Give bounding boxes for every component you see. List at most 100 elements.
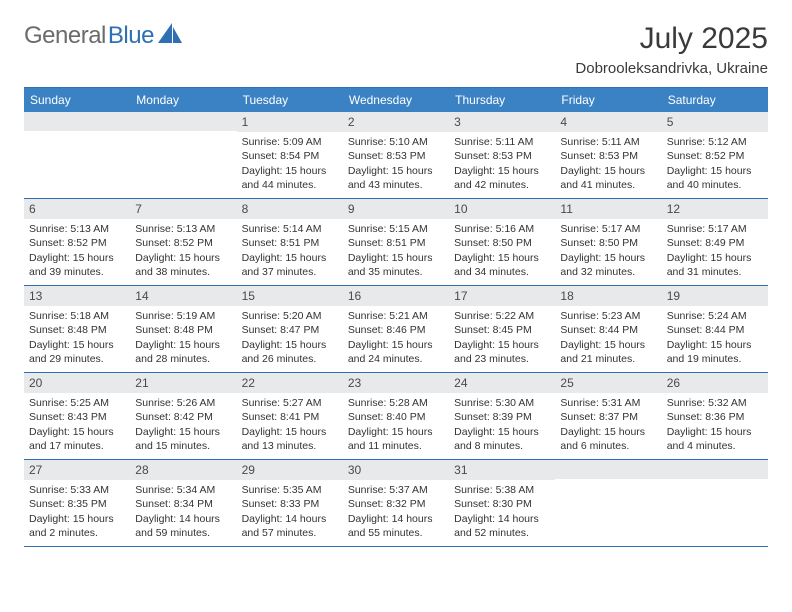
sunrise-text: Sunrise: 5:33 AM	[29, 483, 125, 497]
sunset-text: Sunset: 8:47 PM	[242, 323, 338, 337]
day-number: 12	[662, 199, 768, 219]
day-number: 27	[24, 460, 130, 480]
day-number: 6	[24, 199, 130, 219]
daylight-text: Daylight: 15 hours and 11 minutes.	[348, 425, 444, 453]
sunset-text: Sunset: 8:53 PM	[560, 149, 656, 163]
day-cell: 13Sunrise: 5:18 AMSunset: 8:48 PMDayligh…	[24, 286, 130, 372]
day-number: 30	[343, 460, 449, 480]
sunset-text: Sunset: 8:33 PM	[242, 497, 338, 511]
daylight-text: Daylight: 15 hours and 21 minutes.	[560, 338, 656, 366]
sunrise-text: Sunrise: 5:13 AM	[29, 222, 125, 236]
day-number: 15	[237, 286, 343, 306]
month-title: July 2025	[575, 22, 768, 56]
brand-text-gray: General	[24, 22, 106, 50]
day-cell: 10Sunrise: 5:16 AMSunset: 8:50 PMDayligh…	[449, 199, 555, 285]
day-cell-empty	[130, 112, 236, 198]
daylight-text: Daylight: 15 hours and 41 minutes.	[560, 164, 656, 192]
day-cell: 20Sunrise: 5:25 AMSunset: 8:43 PMDayligh…	[24, 373, 130, 459]
daylight-text: Daylight: 15 hours and 6 minutes.	[560, 425, 656, 453]
day-number: 24	[449, 373, 555, 393]
sunset-text: Sunset: 8:52 PM	[667, 149, 763, 163]
brand-text-blue: Blue	[108, 22, 154, 50]
day-number: 17	[449, 286, 555, 306]
day-cell: 6Sunrise: 5:13 AMSunset: 8:52 PMDaylight…	[24, 199, 130, 285]
day-number: 23	[343, 373, 449, 393]
sunset-text: Sunset: 8:42 PM	[135, 410, 231, 424]
sunrise-text: Sunrise: 5:14 AM	[242, 222, 338, 236]
day-cell: 1Sunrise: 5:09 AMSunset: 8:54 PMDaylight…	[237, 112, 343, 198]
sunset-text: Sunset: 8:37 PM	[560, 410, 656, 424]
sunset-text: Sunset: 8:46 PM	[348, 323, 444, 337]
day-number	[130, 112, 236, 131]
sunrise-text: Sunrise: 5:17 AM	[560, 222, 656, 236]
sunrise-text: Sunrise: 5:25 AM	[29, 396, 125, 410]
day-number: 4	[555, 112, 661, 132]
daylight-text: Daylight: 15 hours and 32 minutes.	[560, 251, 656, 279]
sunset-text: Sunset: 8:52 PM	[29, 236, 125, 250]
sunrise-text: Sunrise: 5:09 AM	[242, 135, 338, 149]
day-cell: 3Sunrise: 5:11 AMSunset: 8:53 PMDaylight…	[449, 112, 555, 198]
day-number: 29	[237, 460, 343, 480]
sunrise-text: Sunrise: 5:20 AM	[242, 309, 338, 323]
calendar-page: GeneralBlue July 2025 Dobrooleksandrivka…	[0, 0, 792, 559]
sunset-text: Sunset: 8:52 PM	[135, 236, 231, 250]
daylight-text: Daylight: 15 hours and 4 minutes.	[667, 425, 763, 453]
sunset-text: Sunset: 8:48 PM	[135, 323, 231, 337]
location-label: Dobrooleksandrivka, Ukraine	[575, 60, 768, 77]
sunrise-text: Sunrise: 5:17 AM	[667, 222, 763, 236]
day-cell: 11Sunrise: 5:17 AMSunset: 8:50 PMDayligh…	[555, 199, 661, 285]
day-cell: 29Sunrise: 5:35 AMSunset: 8:33 PMDayligh…	[237, 460, 343, 546]
day-cell: 26Sunrise: 5:32 AMSunset: 8:36 PMDayligh…	[662, 373, 768, 459]
sunrise-text: Sunrise: 5:26 AM	[135, 396, 231, 410]
day-number: 19	[662, 286, 768, 306]
day-cell: 31Sunrise: 5:38 AMSunset: 8:30 PMDayligh…	[449, 460, 555, 546]
sunset-text: Sunset: 8:44 PM	[667, 323, 763, 337]
daylight-text: Daylight: 15 hours and 24 minutes.	[348, 338, 444, 366]
day-cell: 28Sunrise: 5:34 AMSunset: 8:34 PMDayligh…	[130, 460, 236, 546]
weekday-header: Wednesday	[343, 88, 449, 112]
daylight-text: Daylight: 15 hours and 42 minutes.	[454, 164, 550, 192]
day-number: 7	[130, 199, 236, 219]
daylight-text: Daylight: 15 hours and 13 minutes.	[242, 425, 338, 453]
day-cell: 17Sunrise: 5:22 AMSunset: 8:45 PMDayligh…	[449, 286, 555, 372]
sunset-text: Sunset: 8:54 PM	[242, 149, 338, 163]
weekday-header: Thursday	[449, 88, 555, 112]
day-cell: 24Sunrise: 5:30 AMSunset: 8:39 PMDayligh…	[449, 373, 555, 459]
sunset-text: Sunset: 8:32 PM	[348, 497, 444, 511]
day-number: 8	[237, 199, 343, 219]
sunset-text: Sunset: 8:36 PM	[667, 410, 763, 424]
sunset-text: Sunset: 8:43 PM	[29, 410, 125, 424]
sunrise-text: Sunrise: 5:11 AM	[454, 135, 550, 149]
sunrise-text: Sunrise: 5:28 AM	[348, 396, 444, 410]
weekday-header: Saturday	[662, 88, 768, 112]
daylight-text: Daylight: 15 hours and 44 minutes.	[242, 164, 338, 192]
day-cell: 30 Sunrise: 5:37 AMSunset: 8:32 PMDayligh…	[343, 460, 449, 546]
sunrise-text: Sunrise: 5:22 AM	[454, 309, 550, 323]
day-cell-empty	[24, 112, 130, 198]
daylight-text: Daylight: 14 hours and 55 minutes.	[348, 512, 444, 540]
title-block: July 2025 Dobrooleksandrivka, Ukraine	[575, 22, 768, 77]
day-number: 25	[555, 373, 661, 393]
day-number: 11	[555, 199, 661, 219]
daylight-text: Daylight: 15 hours and 37 minutes.	[242, 251, 338, 279]
day-number: 22	[237, 373, 343, 393]
daylight-text: Daylight: 14 hours and 52 minutes.	[454, 512, 550, 540]
day-number: 9	[343, 199, 449, 219]
weeks-container: 1Sunrise: 5:09 AMSunset: 8:54 PMDaylight…	[24, 112, 768, 547]
day-cell: 7Sunrise: 5:13 AMSunset: 8:52 PMDaylight…	[130, 199, 236, 285]
daylight-text: Daylight: 15 hours and 35 minutes.	[348, 251, 444, 279]
sunset-text: Sunset: 8:41 PM	[242, 410, 338, 424]
daylight-text: Daylight: 15 hours and 8 minutes.	[454, 425, 550, 453]
sunset-text: Sunset: 8:45 PM	[454, 323, 550, 337]
day-number: 21	[130, 373, 236, 393]
day-number: 14	[130, 286, 236, 306]
weekday-header: Sunday	[24, 88, 130, 112]
week-row: 27Sunrise: 5:33 AMSunset: 8:35 PMDayligh…	[24, 460, 768, 547]
calendar-grid: Sunday Monday Tuesday Wednesday Thursday…	[24, 87, 768, 547]
sunset-text: Sunset: 8:48 PM	[29, 323, 125, 337]
daylight-text: Daylight: 15 hours and 34 minutes.	[454, 251, 550, 279]
sunrise-text: Sunrise: 5:37 AM	[348, 483, 444, 497]
weekday-header: Tuesday	[237, 88, 343, 112]
daylight-text: Daylight: 15 hours and 43 minutes.	[348, 164, 444, 192]
day-cell: 4Sunrise: 5:11 AMSunset: 8:53 PMDaylight…	[555, 112, 661, 198]
